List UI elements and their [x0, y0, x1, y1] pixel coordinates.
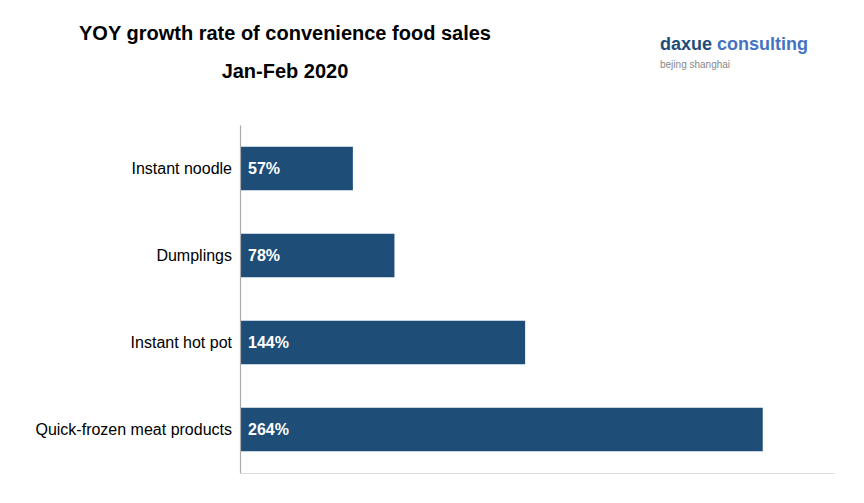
title: YOY growth rate of convenience food sale… — [79, 22, 491, 44]
y-tick: Quick-frozen meat products — [35, 421, 240, 438]
y-axis-line — [240, 126, 241, 474]
y-tick: Dumplings — [156, 247, 240, 264]
y-tick-label: Instant hot pot — [131, 334, 233, 351]
y-axis: Quick-frozen meat products Instant hot po… — [35, 126, 240, 474]
bar — [240, 234, 394, 278]
data-label: 78% — [248, 247, 280, 264]
bar — [240, 147, 353, 191]
data-label: 144% — [248, 334, 289, 351]
chart: YOY growth rate of convenience food sale… — [0, 0, 864, 503]
y-tick: Instant noodle — [131, 160, 240, 177]
annotation: consulting — [717, 34, 808, 54]
data-labels: 264% 144% 78% 57% — [248, 160, 289, 438]
y-tick-label: Instant noodle — [131, 160, 232, 177]
bars — [240, 147, 763, 452]
bar — [240, 408, 763, 452]
data-label: 264% — [248, 421, 289, 438]
plot: 264% 144% 78% 57% Quick-frozen meat products… — [35, 126, 834, 474]
annotation: daxue — [660, 34, 712, 54]
x-axis — [241, 473, 835, 474]
y-tick: Instant hot pot — [131, 334, 240, 351]
annotation: bejing shanghai — [660, 59, 730, 70]
y-tick-label: Dumplings — [156, 247, 232, 264]
x-axis-line — [241, 473, 835, 474]
subtitle: Jan-Feb 2020 — [222, 60, 349, 82]
bar — [240, 321, 525, 365]
data-label: 57% — [248, 160, 280, 177]
y-tick-label: Quick-frozen meat products — [35, 421, 232, 438]
